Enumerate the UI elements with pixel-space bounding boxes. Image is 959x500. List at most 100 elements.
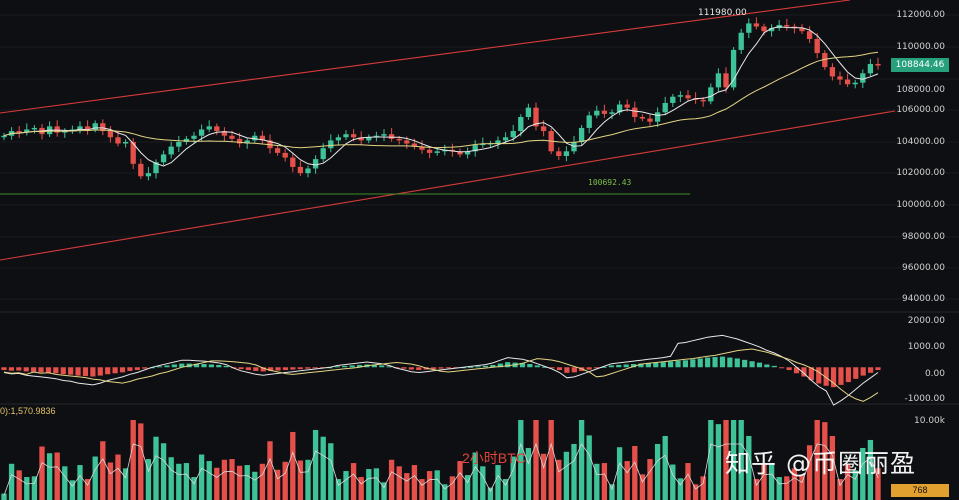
volume-bar bbox=[761, 463, 767, 500]
macd-bar bbox=[719, 356, 726, 368]
volume-bar bbox=[259, 463, 266, 500]
macd-bar bbox=[408, 367, 414, 370]
volume-bar bbox=[396, 466, 402, 500]
macd-bar bbox=[860, 367, 866, 376]
macd-bar bbox=[675, 360, 681, 368]
macd-tick: 0.00 bbox=[924, 369, 945, 379]
price-tick: 102000.00 bbox=[896, 168, 945, 178]
candle bbox=[259, 135, 266, 141]
volume-bar bbox=[495, 465, 501, 500]
macd-bar bbox=[142, 367, 148, 369]
macd-bar bbox=[164, 365, 170, 368]
candle bbox=[624, 104, 630, 108]
ma-fast-line bbox=[3, 26, 879, 167]
volume-bar bbox=[388, 459, 395, 500]
volume-bar bbox=[601, 463, 608, 500]
volume-bar bbox=[616, 447, 623, 500]
candle bbox=[799, 28, 805, 32]
volume-bar bbox=[335, 479, 342, 500]
candle bbox=[16, 131, 22, 133]
candle bbox=[312, 159, 319, 169]
candle bbox=[328, 140, 334, 149]
candle bbox=[366, 137, 372, 141]
candle bbox=[426, 149, 433, 153]
candle bbox=[274, 148, 281, 153]
macd-bar bbox=[245, 367, 252, 371]
candle bbox=[738, 32, 744, 50]
volume-bar bbox=[320, 436, 326, 500]
volume-bar bbox=[632, 445, 638, 500]
macd-bar bbox=[534, 365, 540, 368]
macd-bar bbox=[31, 367, 37, 372]
macd-bar bbox=[282, 367, 289, 371]
macd-bar bbox=[793, 367, 800, 374]
macd-bar bbox=[527, 364, 533, 368]
candle bbox=[54, 126, 60, 133]
candle bbox=[670, 96, 676, 103]
candle bbox=[297, 166, 304, 174]
macd-bar bbox=[593, 367, 600, 369]
candle bbox=[153, 162, 159, 174]
candle bbox=[24, 129, 30, 133]
volume-bar bbox=[8, 463, 15, 500]
candle bbox=[472, 145, 478, 152]
volume-badge: 768 bbox=[891, 484, 949, 497]
volume-bar bbox=[62, 466, 68, 500]
macd-tick: 1000.00 bbox=[907, 342, 945, 352]
volume-bar bbox=[312, 429, 319, 500]
macd-bar bbox=[8, 367, 14, 371]
volume-bar bbox=[411, 465, 418, 500]
candle bbox=[464, 151, 471, 155]
macd-bar bbox=[571, 367, 577, 373]
macd-bar bbox=[179, 363, 185, 368]
channel-upper-line[interactable] bbox=[0, 0, 851, 114]
macd-bar bbox=[275, 367, 281, 371]
volume-bar bbox=[449, 476, 456, 500]
macd-bar bbox=[416, 367, 422, 371]
candle bbox=[290, 157, 296, 167]
macd-bar bbox=[542, 366, 548, 368]
volume-tick: 10.00k bbox=[914, 416, 945, 426]
macd-bar bbox=[564, 367, 570, 373]
candle bbox=[502, 137, 509, 141]
macd-bar bbox=[475, 366, 481, 368]
candle bbox=[62, 131, 68, 133]
macd-bar bbox=[845, 367, 851, 383]
macd-bar bbox=[838, 367, 844, 385]
candle bbox=[221, 131, 228, 136]
volume-bar bbox=[69, 480, 76, 500]
candle bbox=[77, 126, 83, 130]
channel-lower-line[interactable] bbox=[0, 110, 896, 261]
macd-bar bbox=[786, 367, 792, 371]
volume-bar bbox=[290, 431, 296, 500]
candle bbox=[806, 31, 813, 39]
macd-bar bbox=[764, 364, 770, 368]
volume-bar bbox=[350, 463, 357, 500]
macd-bar bbox=[356, 364, 363, 368]
volume-bar bbox=[548, 420, 554, 500]
volume-bar bbox=[24, 477, 30, 500]
price-tick: 104000.00 bbox=[896, 137, 945, 147]
volume-bar bbox=[609, 484, 615, 500]
volume-bar bbox=[586, 435, 592, 500]
candle bbox=[761, 26, 767, 32]
candle bbox=[434, 151, 440, 153]
volume-bar bbox=[366, 469, 372, 500]
volume-bar bbox=[434, 470, 440, 500]
candle bbox=[419, 146, 425, 150]
high-marker-label: 111980.00 bbox=[698, 8, 747, 18]
macd-bar bbox=[334, 366, 340, 368]
candle bbox=[784, 24, 790, 27]
chart-title: 2小时BTC bbox=[462, 450, 526, 466]
candle bbox=[130, 141, 136, 164]
candle bbox=[594, 110, 600, 116]
candle bbox=[495, 140, 501, 144]
candle bbox=[31, 127, 38, 130]
candle bbox=[206, 126, 212, 130]
candle bbox=[1, 135, 7, 138]
volume-bar bbox=[738, 420, 744, 500]
candle bbox=[176, 141, 182, 147]
volume-bar bbox=[525, 447, 532, 500]
volume-bar bbox=[54, 452, 60, 500]
